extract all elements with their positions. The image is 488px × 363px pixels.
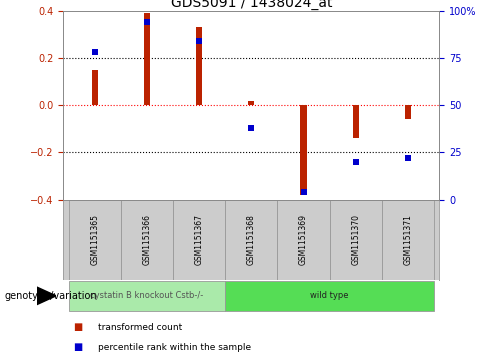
- Text: ■: ■: [73, 322, 82, 333]
- Bar: [405, 105, 411, 119]
- Point: [195, 38, 203, 44]
- Text: GSM1151366: GSM1151366: [142, 214, 151, 265]
- Bar: [196, 27, 202, 105]
- Bar: [225, 200, 277, 280]
- Bar: [121, 200, 173, 280]
- Bar: [69, 281, 225, 311]
- Bar: [382, 200, 434, 280]
- Text: GSM1151367: GSM1151367: [195, 214, 203, 265]
- Point: [143, 19, 151, 25]
- Bar: [248, 101, 254, 105]
- Bar: [92, 70, 98, 105]
- Polygon shape: [37, 287, 56, 305]
- Bar: [277, 200, 329, 280]
- Point: [404, 155, 412, 161]
- Point: [352, 159, 360, 165]
- Text: GSM1151368: GSM1151368: [247, 214, 256, 265]
- Bar: [173, 200, 225, 280]
- Point: [91, 49, 99, 55]
- Bar: [69, 200, 121, 280]
- Text: GSM1151365: GSM1151365: [90, 214, 99, 265]
- Point: [247, 125, 255, 131]
- Bar: [301, 105, 306, 195]
- Text: genotype/variation: genotype/variation: [5, 291, 98, 301]
- Text: GSM1151370: GSM1151370: [351, 214, 360, 265]
- Bar: [225, 281, 434, 311]
- Bar: [144, 13, 150, 105]
- Point: [300, 189, 307, 195]
- Text: ■: ■: [73, 342, 82, 352]
- Bar: [329, 200, 382, 280]
- Text: cystatin B knockout Cstb-/-: cystatin B knockout Cstb-/-: [90, 291, 203, 300]
- Text: percentile rank within the sample: percentile rank within the sample: [98, 343, 251, 351]
- Text: wild type: wild type: [310, 291, 349, 300]
- Bar: [352, 105, 359, 138]
- Text: transformed count: transformed count: [98, 323, 182, 332]
- Text: GSM1151371: GSM1151371: [404, 214, 412, 265]
- Text: GSM1151369: GSM1151369: [299, 214, 308, 265]
- Title: GDS5091 / 1438024_at: GDS5091 / 1438024_at: [171, 0, 332, 10]
